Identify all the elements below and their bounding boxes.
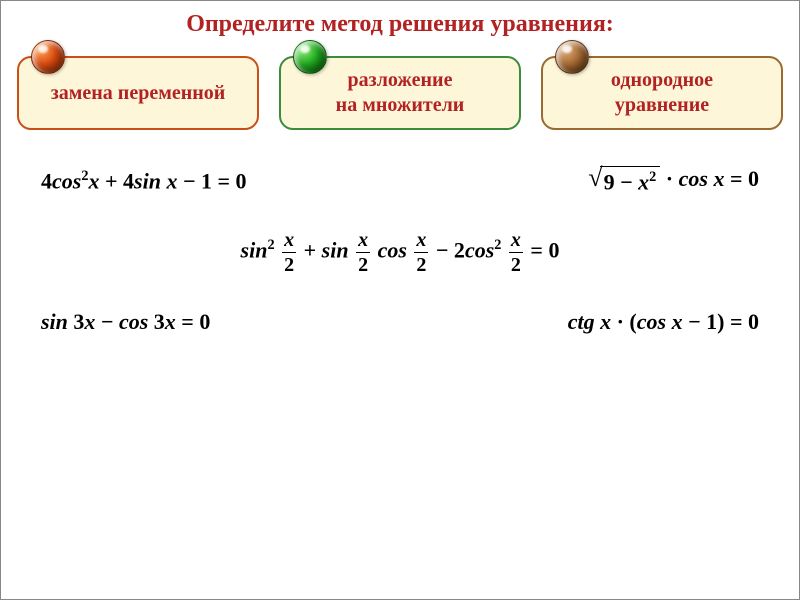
method-label: однородноеуравнение: [611, 68, 713, 118]
method-label: разложениена множители: [336, 68, 465, 118]
method-card-homogeneous[interactable]: однородноеуравнение: [541, 56, 783, 130]
page-title: Определите метод решения уравнения:: [1, 1, 799, 38]
equations-area: 4cos2x + 4sin x − 1 = 0 √9 − x2 · cos x …: [1, 138, 799, 335]
method-label: замена переменной: [51, 81, 226, 106]
equation-3[interactable]: sin2 x2 + sin x2 cos x2 − 2cos2 x2 = 0: [241, 230, 560, 275]
marble-orange: [31, 40, 65, 74]
marble-green: [293, 40, 327, 74]
method-card-substitution[interactable]: замена переменной: [17, 56, 259, 130]
marble-brown: [555, 40, 589, 74]
equation-1[interactable]: 4cos2x + 4sin x − 1 = 0: [41, 168, 247, 194]
equation-5[interactable]: ctg x · (cos x − 1) = 0: [568, 309, 759, 335]
equation-4[interactable]: sin 3x − cos 3x = 0: [41, 309, 210, 335]
equation-2[interactable]: √9 − x2 · cos x = 0: [588, 166, 759, 196]
methods-row: замена переменной разложениена множители…: [1, 38, 799, 138]
method-card-factoring[interactable]: разложениена множители: [279, 56, 521, 130]
